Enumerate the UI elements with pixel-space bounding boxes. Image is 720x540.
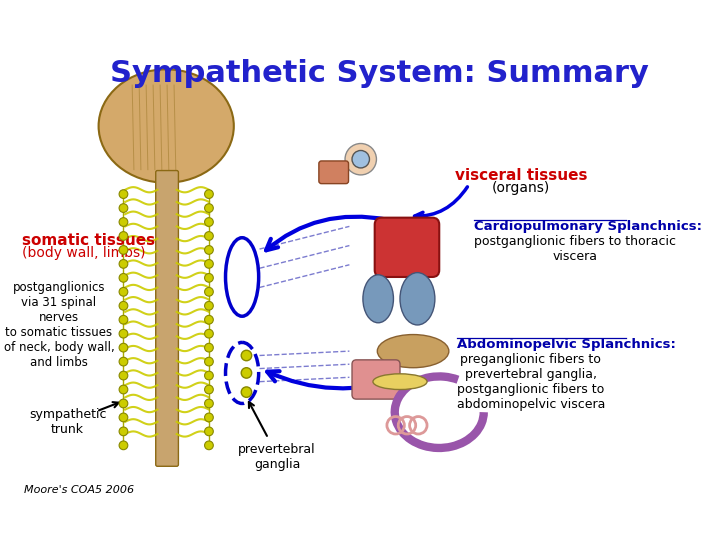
FancyBboxPatch shape bbox=[156, 171, 179, 466]
Circle shape bbox=[119, 260, 128, 268]
Circle shape bbox=[204, 441, 213, 450]
Circle shape bbox=[345, 144, 377, 175]
Circle shape bbox=[204, 273, 213, 282]
Circle shape bbox=[204, 218, 213, 226]
Text: Sympathetic System: Summary: Sympathetic System: Summary bbox=[110, 59, 649, 88]
Ellipse shape bbox=[400, 273, 435, 325]
Circle shape bbox=[119, 385, 128, 394]
Ellipse shape bbox=[373, 374, 427, 389]
FancyBboxPatch shape bbox=[319, 161, 348, 184]
Circle shape bbox=[204, 371, 213, 380]
Circle shape bbox=[204, 232, 213, 240]
Circle shape bbox=[241, 368, 252, 378]
Circle shape bbox=[119, 441, 128, 450]
Text: (organs): (organs) bbox=[492, 181, 550, 195]
Circle shape bbox=[204, 343, 213, 352]
Circle shape bbox=[119, 343, 128, 352]
Text: sympathetic
trunk: sympathetic trunk bbox=[29, 408, 107, 436]
Circle shape bbox=[204, 413, 213, 422]
Circle shape bbox=[119, 232, 128, 240]
Circle shape bbox=[204, 427, 213, 436]
Circle shape bbox=[352, 151, 369, 168]
Circle shape bbox=[119, 399, 128, 408]
Ellipse shape bbox=[363, 275, 393, 323]
Circle shape bbox=[204, 204, 213, 212]
Circle shape bbox=[119, 287, 128, 296]
Circle shape bbox=[119, 371, 128, 380]
Text: Moore's COA5 2006: Moore's COA5 2006 bbox=[24, 485, 134, 495]
Circle shape bbox=[241, 350, 252, 361]
Text: visceral tissues: visceral tissues bbox=[455, 168, 588, 183]
Circle shape bbox=[119, 427, 128, 436]
FancyBboxPatch shape bbox=[352, 360, 400, 399]
Circle shape bbox=[204, 301, 213, 310]
Circle shape bbox=[204, 385, 213, 394]
Ellipse shape bbox=[377, 335, 449, 368]
Circle shape bbox=[204, 287, 213, 296]
FancyBboxPatch shape bbox=[374, 218, 439, 277]
Circle shape bbox=[119, 204, 128, 212]
Text: preganglionic fibers to
prevertebral ganglia,
postganglionic fibers to
abdominop: preganglionic fibers to prevertebral gan… bbox=[456, 353, 605, 411]
Circle shape bbox=[119, 315, 128, 324]
Circle shape bbox=[204, 329, 213, 338]
Circle shape bbox=[119, 273, 128, 282]
Circle shape bbox=[119, 413, 128, 422]
Circle shape bbox=[204, 190, 213, 199]
Circle shape bbox=[241, 387, 252, 397]
Circle shape bbox=[119, 357, 128, 366]
Circle shape bbox=[204, 399, 213, 408]
Circle shape bbox=[119, 301, 128, 310]
Text: Abdominopelvic Splanchnics:: Abdominopelvic Splanchnics: bbox=[456, 338, 675, 351]
Text: somatic tissues: somatic tissues bbox=[22, 233, 156, 248]
Text: Cardiopulmonary Splanchnics:: Cardiopulmonary Splanchnics: bbox=[474, 220, 702, 233]
Circle shape bbox=[204, 260, 213, 268]
Circle shape bbox=[119, 329, 128, 338]
Circle shape bbox=[119, 190, 128, 199]
Text: postganglionic fibers to thoracic
viscera: postganglionic fibers to thoracic viscer… bbox=[474, 235, 676, 263]
Text: prevertebral
ganglia: prevertebral ganglia bbox=[238, 443, 316, 471]
Circle shape bbox=[119, 246, 128, 254]
Text: (body wall, limbs): (body wall, limbs) bbox=[22, 246, 145, 260]
Text: postganglionics
via 31 spinal
nerves
to somatic tissues
of neck, body wall,
and : postganglionics via 31 spinal nerves to … bbox=[4, 281, 114, 369]
Circle shape bbox=[204, 246, 213, 254]
Circle shape bbox=[204, 357, 213, 366]
Circle shape bbox=[119, 218, 128, 226]
Ellipse shape bbox=[99, 69, 234, 183]
Circle shape bbox=[204, 315, 213, 324]
